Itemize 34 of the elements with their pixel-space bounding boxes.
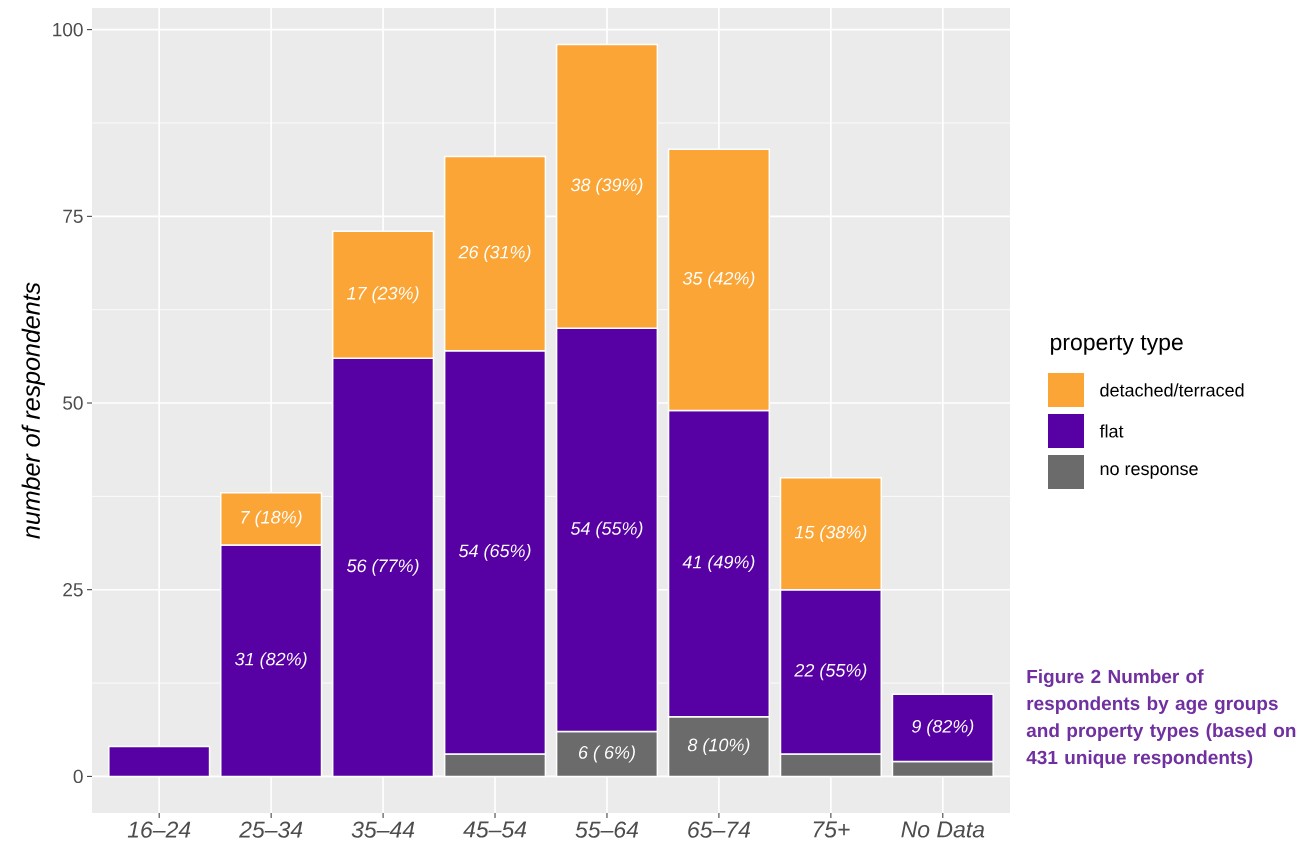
- data-label: 15 (38%): [794, 525, 867, 543]
- legend-label: flat: [1099, 424, 1124, 438]
- x-tick-label: 75+: [813, 821, 850, 838]
- data-label: 17 (23%): [347, 286, 419, 304]
- y-tick-label: 50: [63, 396, 83, 410]
- x-tick-label: 25–34: [239, 821, 303, 838]
- legend-label: no response: [1100, 465, 1198, 479]
- data-label: 6 ( 6%): [578, 745, 635, 763]
- x-tick-label: 16–24: [127, 821, 191, 838]
- data-label: 41 (49%): [682, 555, 755, 572]
- data-label: 31 (82%): [235, 652, 307, 670]
- data-label: 26 (31%): [458, 245, 531, 263]
- x-tick-label: 35–44: [351, 821, 415, 838]
- y-tick-label: 75: [63, 209, 83, 223]
- data-label: 35 (42%): [682, 271, 755, 289]
- data-label: 7 (18%): [241, 510, 302, 528]
- y-tick-label: 25: [63, 582, 83, 597]
- caption: Figure 2 Number of respondents by age groups and property types (based on 431 unique respondents): [1026, 669, 1296, 768]
- y-tick-label: 0: [73, 769, 83, 784]
- data-label: 54 (65%): [458, 543, 531, 561]
- data-label: 54 (55%): [570, 521, 643, 539]
- x-tick-label: 55–64: [575, 821, 639, 838]
- data-label: 22 (55%): [794, 663, 867, 681]
- data-label: 56 (77%): [346, 558, 419, 576]
- data-label: 38 (39%): [570, 178, 643, 195]
- y-tick-label: 100: [53, 22, 83, 37]
- x-tick-label: 45–54: [463, 821, 527, 838]
- legend-title: property type: [1051, 335, 1183, 355]
- x-tick-label: 65–74: [688, 821, 751, 838]
- data-label: 8 (10%): [687, 738, 750, 755]
- legend-label: detached/terraced: [1100, 383, 1244, 397]
- y-axis-title: number of respondents: [21, 282, 45, 539]
- x-tick-label: No Data: [901, 821, 985, 838]
- data-label: 9 (82%): [911, 719, 974, 737]
